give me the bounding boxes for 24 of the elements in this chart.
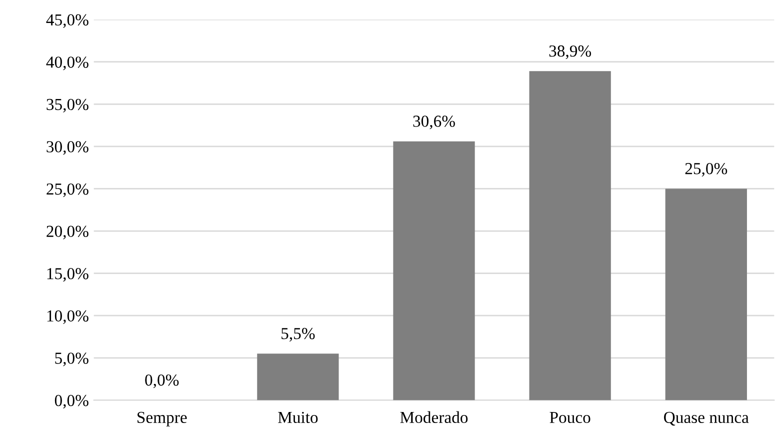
data-label: 38,9% [549, 45, 592, 60]
y-tick-label: 30,0% [46, 141, 88, 155]
y-tick-label: 40,0% [46, 56, 88, 70]
bar [393, 141, 475, 400]
x-tick-label: Moderado [400, 411, 468, 424]
y-tick-label: 15,0% [47, 268, 88, 282]
x-tick-label: Quase nunca [664, 412, 749, 426]
bar [529, 71, 611, 400]
data-label: 30,6% [413, 116, 455, 130]
x-tick-label: Sempre [138, 412, 187, 426]
data-label: 0,0% [145, 374, 179, 388]
data-label: 5,5% [282, 328, 315, 342]
y-tick-label: 10,0% [47, 310, 88, 324]
y-tick-label: 0,0% [54, 394, 88, 409]
y-tick-label: 20,0% [46, 226, 88, 240]
x-tick-label: Muito [278, 412, 318, 424]
x-tick-label: Pouco [550, 412, 590, 424]
y-tick-label: 25,0% [46, 183, 88, 198]
bar [257, 354, 339, 400]
data-label: 25,0% [685, 163, 728, 177]
bar [665, 188, 747, 400]
y-tick-label: 45,0% [46, 14, 88, 28]
y-tick-label: 5,0% [55, 352, 88, 366]
y-tick-label: 35,0% [46, 98, 88, 113]
